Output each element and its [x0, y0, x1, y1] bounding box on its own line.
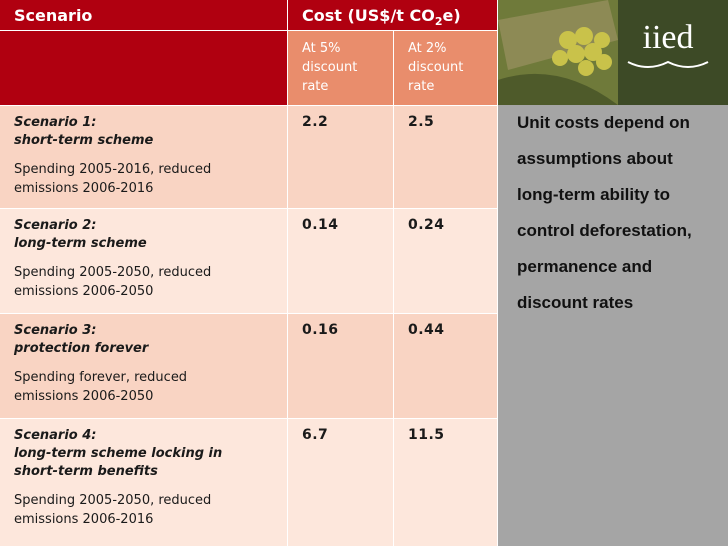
header-scenario: Scenario — [0, 0, 287, 30]
scenario-description: Spending 2005-2016, reduced emissions 20… — [14, 162, 212, 196]
photo-art: iied — [498, 0, 728, 105]
scenario-cell: Scenario 4: long-term scheme locking in … — [0, 419, 287, 546]
value-5: 0.16 — [288, 314, 393, 418]
subheader-2: At 2% discount rate — [394, 31, 497, 105]
value-2: 2.5 — [394, 106, 497, 208]
scenario-description: Spending 2005-2050, reduced emissions 20… — [14, 265, 212, 299]
subheader-5: At 5% discount rate — [288, 31, 393, 105]
value-2: 0.24 — [394, 209, 497, 313]
value-2: 11.5 — [394, 419, 497, 546]
photo: iied — [498, 0, 728, 105]
value-5: 0.14 — [288, 209, 393, 313]
value-2: 0.44 — [394, 314, 497, 418]
scenario-name: Scenario 1: short-term scheme — [14, 115, 154, 148]
value-5: 2.2 — [288, 106, 393, 208]
scenario-description: Spending forever, reduced emissions 2006… — [14, 370, 188, 404]
side-panel: Unit costs depend on assumptions about l… — [498, 105, 728, 546]
header-cost: Cost (US$/t CO2e) — [288, 0, 497, 30]
scenario-cell: Scenario 1: short-term scheme Spending 20… — [0, 106, 287, 208]
scenario-description: Spending 2005-2050, reduced emissions 20… — [14, 493, 212, 527]
logo: iied — [643, 19, 694, 56]
scenario-name: Scenario 3: protection forever — [14, 323, 149, 356]
scenario-name: Scenario 4: long-term scheme locking in … — [14, 428, 223, 479]
side-text: Unit costs depend on assumptions about l… — [517, 113, 692, 312]
scenario-name: Scenario 2: long-term scheme — [14, 218, 147, 251]
value-5: 6.7 — [288, 419, 393, 546]
scenario-cell: Scenario 2: long-term scheme Spending 200… — [0, 209, 287, 313]
scenario-cell: Scenario 3: protection forever Spending f… — [0, 314, 287, 418]
subheader-blank — [0, 31, 287, 105]
